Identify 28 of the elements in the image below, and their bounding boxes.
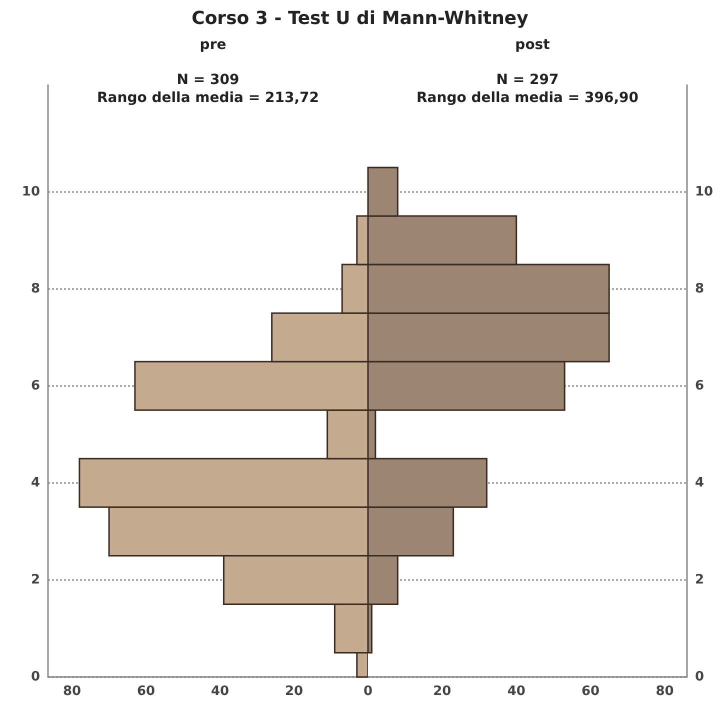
x-tick-label: 80 [63,684,82,699]
x-tick-label: 40 [210,684,230,699]
x-tick-label: 20 [284,684,304,699]
y-tick-label: 0 [30,670,40,684]
x-tick-label: 40 [507,684,526,699]
y-tick-label: 10 [22,184,40,200]
x-tick-label: 0 [363,684,373,699]
y-tick-label: 0 [695,670,704,684]
annotation: N = 297 [496,72,559,88]
y-tick-label: 6 [695,378,704,394]
annotation: Rango della media = 213,72 [97,90,319,106]
y-tick-label: 6 [30,378,40,394]
y-tick-label: 10 [695,184,714,200]
y-tick-label: 2 [695,572,704,588]
annotation: N = 309 [176,72,240,88]
annotation: Rango della media = 396,90 [416,90,639,106]
y-tick-label: 2 [30,572,40,588]
y-tick-label: 8 [30,281,40,296]
chart-subtitle: pre [200,37,226,53]
chart-subtitle: post [515,37,550,53]
y-tick-label: 4 [695,475,704,490]
y-tick-label: 8 [695,281,704,296]
x-tick-label: 80 [656,684,674,699]
chart-title: Corso 3 - Test U di Mann-Whitney [190,8,530,29]
y-tick-label: 4 [30,475,40,490]
x-tick-label: 60 [582,684,600,699]
x-tick-label: 20 [433,684,452,699]
x-tick-label: 60 [136,684,156,699]
